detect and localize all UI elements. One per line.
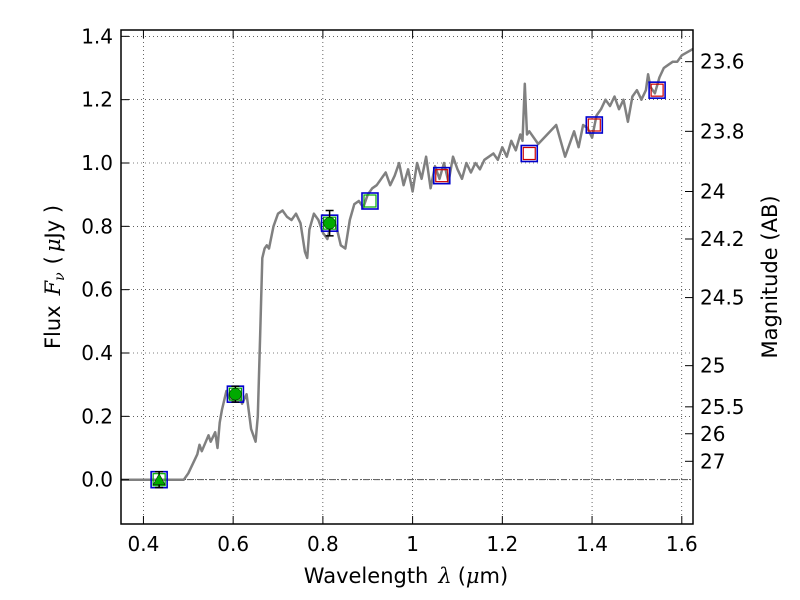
y-tick-label: 0.2 xyxy=(81,404,113,428)
axis-ticks: 0.4 0.6 0.8 1 1.2 1.4 1.6 0.0 0.2 0.4 0.6 0.8 1.0 1.2… xyxy=(81,24,744,556)
x-tick-label: 1.4 xyxy=(576,532,608,556)
band-marker-inner xyxy=(522,146,536,161)
y2-tick-label: 24.2 xyxy=(700,227,745,251)
y-tick-label: 1.4 xyxy=(81,24,113,48)
y-tick-label: 1.2 xyxy=(81,88,113,112)
y2-tick-label: 25.5 xyxy=(700,395,745,419)
x-tick-label: 1 xyxy=(406,532,419,556)
measurement-point xyxy=(152,473,166,485)
y2-tick-label: 23.8 xyxy=(700,119,745,143)
x-tick-label: 1.2 xyxy=(486,532,518,556)
spectrum-line xyxy=(121,47,693,481)
band-marker-outer xyxy=(585,116,604,134)
band-marker-outer xyxy=(361,192,379,210)
band-marker-outer xyxy=(648,81,666,99)
band-marker-inner xyxy=(435,169,449,183)
y2-axis-label: Magnitude (AB) xyxy=(758,195,782,358)
y2-tick-label: 24 xyxy=(700,180,725,204)
band-marker-outer xyxy=(520,144,539,163)
measurement-point xyxy=(323,216,336,230)
x-tick-label: 0.6 xyxy=(217,532,249,556)
y-tick-label: 0.6 xyxy=(81,278,113,302)
y-axis-label: FluxFν(μJy ) xyxy=(41,205,68,349)
x-tick-label: 0.4 xyxy=(128,532,160,556)
y2-tick-label: 26 xyxy=(700,422,725,446)
y-tick-label: 1.0 xyxy=(81,151,113,175)
x-tick-label: 0.8 xyxy=(307,532,339,556)
marker-layer xyxy=(150,81,666,489)
y2-tick-label: 23.6 xyxy=(700,50,745,74)
measurement-point xyxy=(229,387,242,401)
series-layer xyxy=(121,47,693,481)
x-axis-label: Wavelength λ (μm) xyxy=(304,564,508,588)
band-marker-inner xyxy=(363,194,377,208)
band-marker-outer xyxy=(432,166,451,185)
band-marker-inner xyxy=(650,83,664,97)
y2-tick-label: 27 xyxy=(700,449,725,473)
band-marker-inner xyxy=(587,118,601,132)
y-tick-label: 0.0 xyxy=(81,468,113,492)
y-tick-label: 0.4 xyxy=(81,341,113,365)
y2-tick-label: 25 xyxy=(700,354,725,378)
y-tick-label: 0.8 xyxy=(81,214,113,238)
x-tick-label: 1.6 xyxy=(666,532,698,556)
y2-tick-label: 24.5 xyxy=(700,286,745,310)
plot-frame xyxy=(120,29,694,525)
